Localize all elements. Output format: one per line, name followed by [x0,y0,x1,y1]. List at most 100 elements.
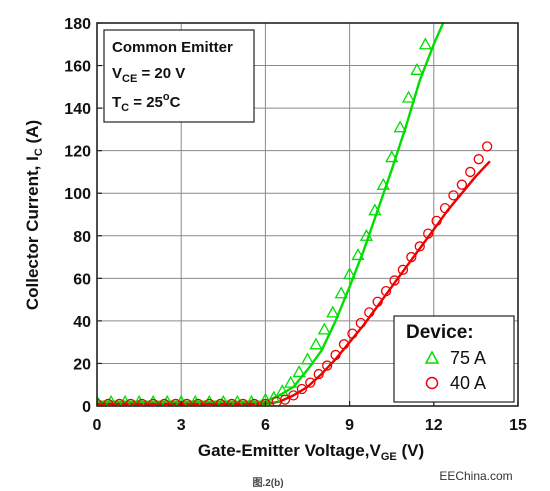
tc-subscript: C [121,102,129,114]
tc-value: = 25 [129,94,163,111]
data-point-40a [279,394,291,405]
data-point-40a [347,328,358,339]
data-point-40a [456,179,468,190]
data-point-75a [300,352,315,365]
y-axis-title-sub: C [33,148,45,156]
legend-triangle-marker [424,350,440,364]
plot-frame [96,22,519,407]
x-axis-title-unit: (V) [397,441,424,460]
data-point-40a [226,398,237,406]
degree-symbol: o [163,91,170,103]
data-point-40a [125,398,136,406]
data-point-75a [132,394,146,406]
y-axis-title: Collector Current, IC (A) [23,120,45,310]
data-point-75a [393,120,407,133]
x-tick-label: 3 [177,417,186,434]
x-tick-label: 6 [261,417,270,434]
data-point-75a [334,286,348,299]
data-point-75a [309,337,323,350]
data-point-40a [305,377,316,388]
data-point-75a [97,394,104,406]
fit-line-40a [97,160,491,406]
data-point-40a [192,398,204,406]
data-point-75a [175,394,188,406]
axis-ticks: 0 3 6 9 12 15 0 20 40 60 80 100 120 140 160 180 [64,16,527,434]
data-point-75a [385,150,399,163]
y-tick-label: 120 [64,144,91,161]
data-point-75a [317,322,331,335]
data-point-75a [326,305,340,318]
data-point-75a [343,267,357,280]
data-point-40a [431,215,442,227]
data-point-75a [410,62,424,75]
legend-label-40a: 40 A [450,373,486,393]
y-tick-label: 60 [73,271,91,288]
data-point-75a [118,394,132,406]
y-axis-title-unit: (A) [23,120,42,148]
y-tick-label: 0 [82,399,91,416]
conditions-box-frame [103,29,255,123]
x-tick-label: 12 [425,417,443,434]
data-point-75a [104,394,118,406]
y-axis-title-main: Collector Current, I [23,156,42,310]
data-point-40a [423,228,434,239]
data-point-75a [376,177,390,190]
y-tick-label: 80 [73,229,91,246]
data-point-75a [418,37,432,50]
data-markers [97,37,493,406]
data-point-40a [159,398,170,406]
legend-frame [393,315,515,403]
legend-title: Device: [406,322,474,343]
y-tick-label: 100 [64,186,91,203]
x-tick-label: 9 [345,417,354,434]
conditions-box: Common Emitter VCE = 20 V TC = 25oC [103,29,255,123]
conditions-line-3: TC = 25oC [112,91,181,114]
x-axis-title-main: Gate-Emitter Voltage,V [198,441,382,460]
tc-unit: C [170,94,181,111]
data-point-75a [359,228,374,241]
data-point-75a [231,394,244,406]
data-point-40a [103,398,114,406]
data-point-40a [136,398,148,406]
legend-circle-marker [425,376,439,390]
legend: Device: 75 A 40 A [393,315,515,403]
data-point-40a [364,307,375,318]
x-axis-title-sub: GE [381,451,397,463]
data-point-40a [397,264,409,275]
data-point-40a [380,285,392,297]
data-point-40a [215,398,226,406]
data-point-75a [292,365,306,378]
data-point-40a [237,398,249,406]
data-point-75a [401,90,416,103]
data-point-75a [147,394,160,406]
vce-subscript: CE [122,73,137,85]
data-point-40a [414,241,425,252]
y-tick-label: 180 [64,16,91,33]
data-point-40a [448,190,459,201]
data-point-40a [249,398,260,406]
data-point-75a [189,394,202,406]
fit-lines [97,23,491,406]
conditions-line-1: Common Emitter [112,39,233,56]
data-point-40a [170,398,181,406]
data-point-40a [389,275,400,286]
data-point-75a [284,375,298,388]
data-point-40a [181,398,192,406]
data-point-75a [351,248,365,261]
data-point-40a [406,251,417,263]
legend-label-75a: 75 A [450,348,486,368]
y-tick-label: 20 [73,356,91,373]
data-point-40a [330,349,341,361]
y-tick-label: 140 [64,101,91,118]
data-point-40a [147,398,159,406]
data-point-40a [481,141,493,152]
data-point-40a [321,360,333,371]
tc-symbol: T [112,94,121,111]
fit-line-75a [97,23,445,403]
data-point-40a [313,368,324,380]
data-point-75a [245,394,258,406]
data-point-40a [465,166,476,178]
watermark: EEChina.com [439,469,512,483]
